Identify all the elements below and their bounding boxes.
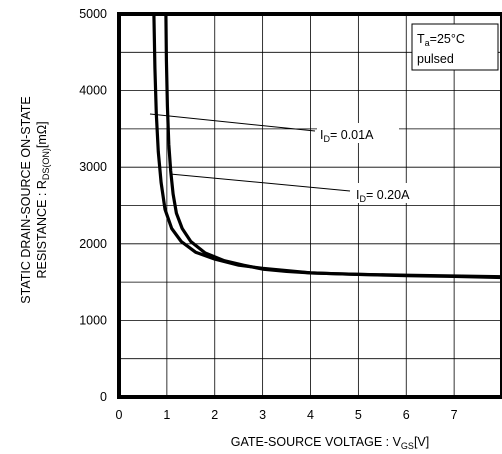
conditions-box-frame — [411, 23, 499, 71]
y-tick-label: 1000 — [79, 313, 107, 327]
annotation-label-id-001: ID= 0.01A — [320, 128, 374, 144]
y-axis-title-line1: STATIC DRAIN-SOURCE ON-STATE — [19, 96, 33, 303]
x-axis-title-subscript: GS — [401, 441, 414, 451]
annotation-label-id-020-subscript: D — [359, 194, 366, 204]
conditions-mode: pulsed — [417, 52, 454, 66]
y-tick-label: 5000 — [79, 7, 107, 21]
conditions-box: Ta=25°C pulsed — [411, 23, 499, 71]
y-tick-label: 0 — [100, 390, 107, 404]
x-tick-label: 7 — [451, 408, 458, 422]
annotation-label-bg-id-001 — [317, 123, 399, 143]
annotation-leader-id-020 — [169, 173, 351, 192]
x-axis-title: GATE-SOURCE VOLTAGE : VGS[V] — [231, 435, 429, 451]
y-tick-label: 4000 — [79, 84, 107, 98]
x-tick-label: 3 — [259, 408, 266, 422]
annotation-label-id-020-value: = 0.20A — [366, 188, 410, 202]
conditions-temp-main: T — [417, 32, 425, 46]
annotation-label-id-020-main: I — [356, 188, 359, 202]
x-tick-label: 2 — [211, 408, 218, 422]
annotation-leader-id-001 — [149, 113, 316, 132]
y-tick-labels: 0 1000 2000 3000 4000 5000 — [79, 7, 107, 404]
gridlines — [119, 14, 502, 397]
annotation-id-001: ID= 0.01A — [149, 113, 399, 144]
x-tick-labels: 0 1 2 3 4 5 6 7 — [116, 408, 458, 422]
y-axis-title: STATIC DRAIN-SOURCE ON-STATE RESISTANCE … — [19, 96, 51, 303]
conditions-temp-value: =25°C — [430, 32, 465, 46]
x-axis-title-unit: [V] — [414, 435, 429, 449]
conditions-temp-subscript: a — [425, 38, 430, 48]
annotation-label-id-001-subscript: D — [323, 134, 330, 144]
x-tick-label: 4 — [307, 408, 314, 422]
annotation-id-020: ID= 0.20A — [169, 173, 439, 204]
annotation-label-id-020: ID= 0.20A — [356, 188, 410, 204]
annotation-label-id-001-value: = 0.01A — [330, 128, 374, 142]
data-curves — [152, 13, 502, 280]
conditions-temp: Ta=25°C — [417, 32, 465, 48]
y-tick-label: 2000 — [79, 237, 107, 251]
y-tick-label: 3000 — [79, 160, 107, 174]
annotation-label-id-001-main: I — [320, 128, 323, 142]
x-tick-label: 6 — [403, 408, 410, 422]
plot-frame — [117, 12, 502, 399]
x-tick-label: 1 — [163, 408, 170, 422]
annotation-label-bg-id-020 — [353, 183, 439, 203]
y-axis-title-line2-unit: [mΩ] — [35, 121, 49, 148]
x-axis-title-main: GATE-SOURCE VOLTAGE : V — [231, 435, 402, 449]
x-tick-label: 5 — [355, 408, 362, 422]
y-axis-title-line2-main: RESISTANCE : R — [35, 180, 49, 278]
x-tick-label: 0 — [116, 408, 123, 422]
y-axis-title-line2: RESISTANCE : RDS(ON)[mΩ] — [35, 121, 51, 278]
y-axis-title-line2-subscript: DS(ON) — [41, 148, 51, 180]
series-line-1 — [164, 13, 502, 280]
